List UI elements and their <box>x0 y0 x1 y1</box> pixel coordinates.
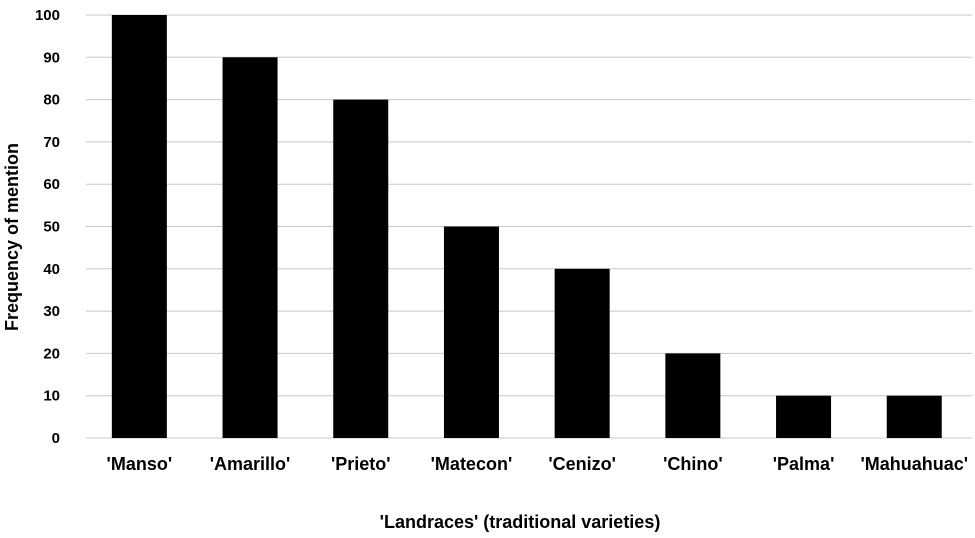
x-axis-title: 'Landraces' (traditional varieties) <box>380 512 661 532</box>
y-tick-label: 80 <box>43 92 60 109</box>
y-tick-label: 100 <box>35 7 60 24</box>
bar-5 <box>665 353 721 438</box>
y-tick-label: 0 <box>52 430 60 447</box>
y-tick-label: 10 <box>43 388 60 405</box>
y-tick-label: 60 <box>43 176 60 193</box>
bar-7 <box>886 395 942 438</box>
bar-1 <box>222 57 278 439</box>
bar-3 <box>443 226 499 438</box>
bar-6 <box>776 395 832 438</box>
y-tick-label: 20 <box>43 345 60 362</box>
x-category-label: 'Cenizo' <box>548 454 616 474</box>
y-tick-label: 70 <box>43 134 60 151</box>
x-category-label: 'Manso' <box>107 454 173 474</box>
x-category-label: 'Matecon' <box>431 454 513 474</box>
x-category-label: 'Palma' <box>773 454 835 474</box>
y-tick-label: 30 <box>43 303 60 320</box>
x-category-label: 'Mahuahuac' <box>860 454 968 474</box>
y-axis-ticks: 0 10 20 30 40 50 60 70 80 90 100 <box>35 7 60 447</box>
y-axis-title: Frequency of mention <box>2 143 22 331</box>
x-category-label: 'Chino' <box>663 454 723 474</box>
bars <box>111 15 942 439</box>
gridlines <box>86 14 972 439</box>
x-axis-category-labels: 'Manso' 'Amarillo' 'Prieto' 'Matecon' 'Ceniz… <box>107 454 968 474</box>
bar-2 <box>333 99 389 438</box>
y-tick-label: 40 <box>43 261 60 278</box>
y-tick-label: 50 <box>43 219 60 236</box>
y-tick-label: 90 <box>43 49 60 66</box>
x-category-label: 'Amarillo' <box>210 454 291 474</box>
x-category-label: 'Prieto' <box>331 454 391 474</box>
bar-0 <box>111 15 167 438</box>
bar-4 <box>554 268 610 438</box>
